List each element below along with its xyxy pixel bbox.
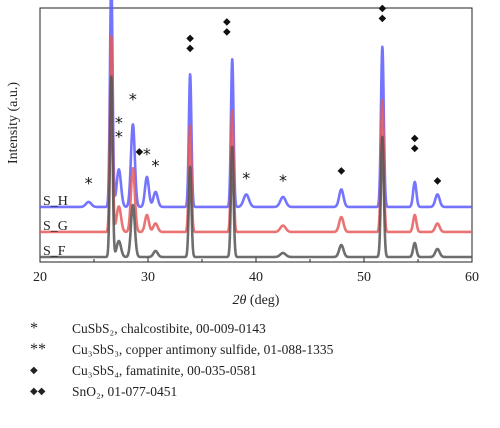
legend-label: Cu₃SbS₄, famatinite, 00-035-0581 xyxy=(72,363,257,378)
series-label: S_H xyxy=(43,194,68,209)
legend-entry-copper-antimony-sulfide: ** Cu₃SbS₃, copper antimony sulfide, 01-… xyxy=(30,339,490,360)
peak-marker-asterisk: * xyxy=(152,156,160,175)
peak-marker-asterisk: * xyxy=(242,168,250,187)
legend-symbol: ◆ xyxy=(30,365,38,376)
x-tick-label: 50 xyxy=(357,270,371,285)
xrd-chart: 20 30 40 50 60 2θ (deg) Intensity (a.u.) S_H S_G… xyxy=(6,0,479,308)
y-axis-label: Intensity (a.u.) xyxy=(6,82,21,164)
peak-marker-asterisk: * xyxy=(279,171,287,190)
x-tick-label: 60 xyxy=(465,270,479,285)
peak-marker-diamond: ◆ xyxy=(411,133,419,144)
x-axis-label: 2θ (deg) xyxy=(233,293,280,308)
legend-label: Cu₃SbS₃, copper antimony sulfide, 01-088… xyxy=(72,342,334,357)
phase-legend: * CuSbS₂, chalcostibite, 00-009-0143 ** … xyxy=(30,318,490,402)
peak-marker-diamond: ◆ xyxy=(186,33,194,44)
series-line-s-f xyxy=(38,75,474,259)
peak-marker-asterisk: * xyxy=(115,127,123,146)
peak-marker-asterisk: * xyxy=(85,173,93,192)
peak-marker-diamond: ◆ xyxy=(379,3,387,14)
legend-entry-famatinite: ◆ Cu₃SbS₄, famatinite, 00-035-0581 xyxy=(30,360,490,381)
legend-entry-chalcostibite: * CuSbS₂, chalcostibite, 00-009-0143 xyxy=(30,318,490,339)
peak-marker-diamond: ◆ xyxy=(434,175,442,186)
peak-marker-diamond: ◆ xyxy=(223,27,231,38)
peak-marker-asterisk: * xyxy=(129,90,137,109)
series-line-s-h xyxy=(38,0,474,209)
peak-marker-diamond: ◆ xyxy=(411,143,419,154)
legend-symbol: * xyxy=(30,320,38,337)
x-tick-label: 20 xyxy=(33,270,47,285)
peak-marker-diamond: ◆ xyxy=(223,17,231,28)
legend-entry-tin-oxide: ◆◆ SnO₂, 01-077-0451 xyxy=(30,381,490,402)
peak-marker-diamond: ◆ xyxy=(186,43,194,54)
x-tick-label: 40 xyxy=(249,270,263,285)
legend-symbol: ** xyxy=(30,341,46,358)
legend-symbol: ◆◆ xyxy=(30,386,46,397)
peak-marker-diamond: ◆ xyxy=(337,165,345,176)
peak-marker-diamond: ◆ xyxy=(379,13,387,24)
x-tick-label: 30 xyxy=(141,270,155,285)
series-label: S_F xyxy=(43,244,66,259)
peak-marker-diamond: ◆ xyxy=(136,147,144,158)
series-line-s-g xyxy=(38,34,474,234)
peak-marker-asterisk: * xyxy=(115,113,123,132)
legend-label: CuSbS₂, chalcostibite, 00-009-0143 xyxy=(72,321,266,336)
series-label: S_G xyxy=(43,219,68,234)
plot-frame xyxy=(39,7,473,263)
legend-label: SnO₂, 01-077-0451 xyxy=(72,384,178,399)
peak-marker-asterisk: * xyxy=(143,145,151,164)
